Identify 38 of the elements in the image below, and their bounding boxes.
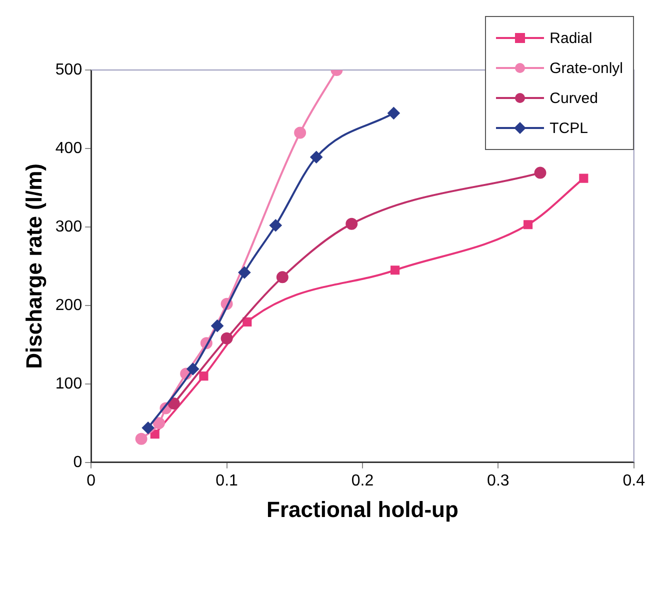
y-tick-label: 100 [55, 375, 82, 392]
point [142, 422, 154, 434]
point [294, 126, 306, 139]
x-tick-label: 0.2 [351, 472, 374, 490]
point [390, 266, 400, 275]
legend-label: Radial [550, 30, 592, 46]
x-axis-title: Fractional hold-up [266, 496, 458, 522]
y-tick-label: 200 [55, 296, 82, 314]
point [270, 219, 282, 232]
y-tick-label: 0 [73, 454, 82, 471]
y-tick-label: 400 [55, 140, 82, 157]
point [346, 218, 358, 230]
point [388, 107, 400, 120]
x-tick-label: 0.4 [622, 472, 646, 490]
point [276, 271, 288, 284]
point [579, 174, 588, 183]
point [524, 220, 533, 230]
x-tick-label: 0.1 [216, 472, 238, 490]
point [135, 432, 148, 445]
point [242, 317, 252, 326]
point [168, 398, 180, 410]
point [186, 363, 199, 376]
legend-label: Grate-onlyl [550, 60, 623, 76]
legend-label: Curved [550, 90, 598, 106]
point [238, 266, 250, 278]
x-tick-label: 0 [86, 472, 96, 490]
legend-label: TCPL [550, 120, 588, 136]
y-axis-title: Discharge rate (l/m) [21, 163, 46, 369]
point [310, 151, 322, 164]
point [534, 166, 546, 179]
point [220, 332, 233, 344]
y-tick-label: 500 [55, 61, 82, 78]
y-tick-label: 300 [55, 218, 82, 236]
point [199, 372, 208, 381]
point [211, 320, 224, 332]
point [152, 417, 165, 430]
point [150, 430, 160, 439]
x-tick-label: 0.3 [487, 472, 510, 490]
